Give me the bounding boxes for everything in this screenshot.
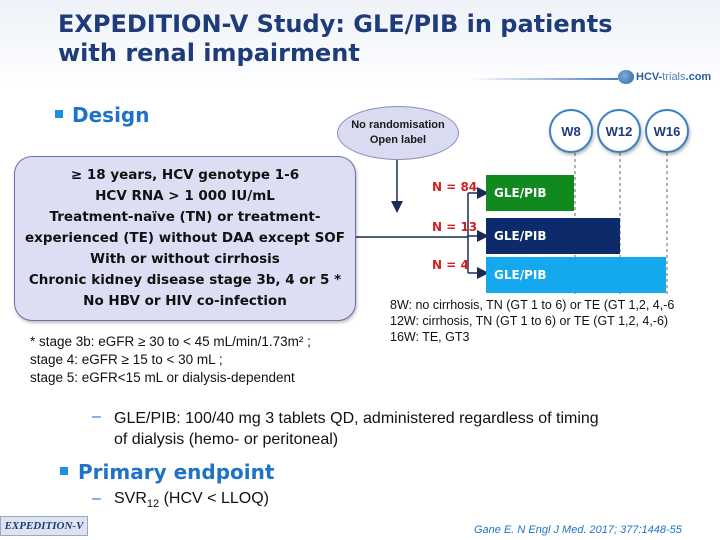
design-heading: Design [72,103,150,127]
title-line-2: with renal impairment [58,39,360,67]
title-line-1: EXPEDITION-V Study: GLE/PIB in patients [58,10,613,38]
ckd-stage-footnote: * stage 3b: eGFR ≥ 30 to < 45 mL/min/1.7… [30,334,311,385]
logo-globe-icon [618,70,634,84]
randomisation-bubble: No randomisation Open label [337,106,459,160]
arm-8w-bar: GLE/PIB [486,175,574,211]
arm3-n-label: N = 4 [432,258,469,272]
design-bullet-icon [55,110,63,118]
header-background [0,0,720,90]
arm1-n-label: N = 84 [432,180,478,194]
slide-title: EXPEDITION-V Study: GLE/PIB in patients … [58,10,618,68]
dosing-text: GLE/PIB: 100/40 mg 3 tablets QD, adminis… [114,410,599,448]
arm-notes: 8W: no cirrhosis, TN (GT 1 to 6) or TE (… [390,298,675,344]
arm2-n-label: N = 13 [432,220,478,234]
week-16-circle: W16 [645,109,689,153]
primary-endpoint-heading: Primary endpoint [78,460,275,484]
study-tag: EXPEDITION-V [0,516,88,536]
primary-bullet-icon [60,467,68,475]
logo-underline [470,78,618,80]
week-8-circle: W8 [549,109,593,153]
primary-endpoint-text: SVR12 (HCV < LLOQ) [114,490,269,511]
hcv-trials-logo: HCV-trials.com [618,68,711,86]
arm-12w-bar: GLE/PIB [486,218,620,254]
inclusion-criteria-box: ≥ 18 years, HCV genotype 1-6 HCV RNA > 1… [14,156,356,321]
citation: Gane E. N Engl J Med. 2017; 377:1448-55 [474,524,682,536]
endpoint-dash-icon: – [92,490,101,507]
arm-16w-bar: GLE/PIB [486,257,666,293]
week-12-circle: W12 [597,109,641,153]
dose-dash-icon: – [92,408,101,425]
